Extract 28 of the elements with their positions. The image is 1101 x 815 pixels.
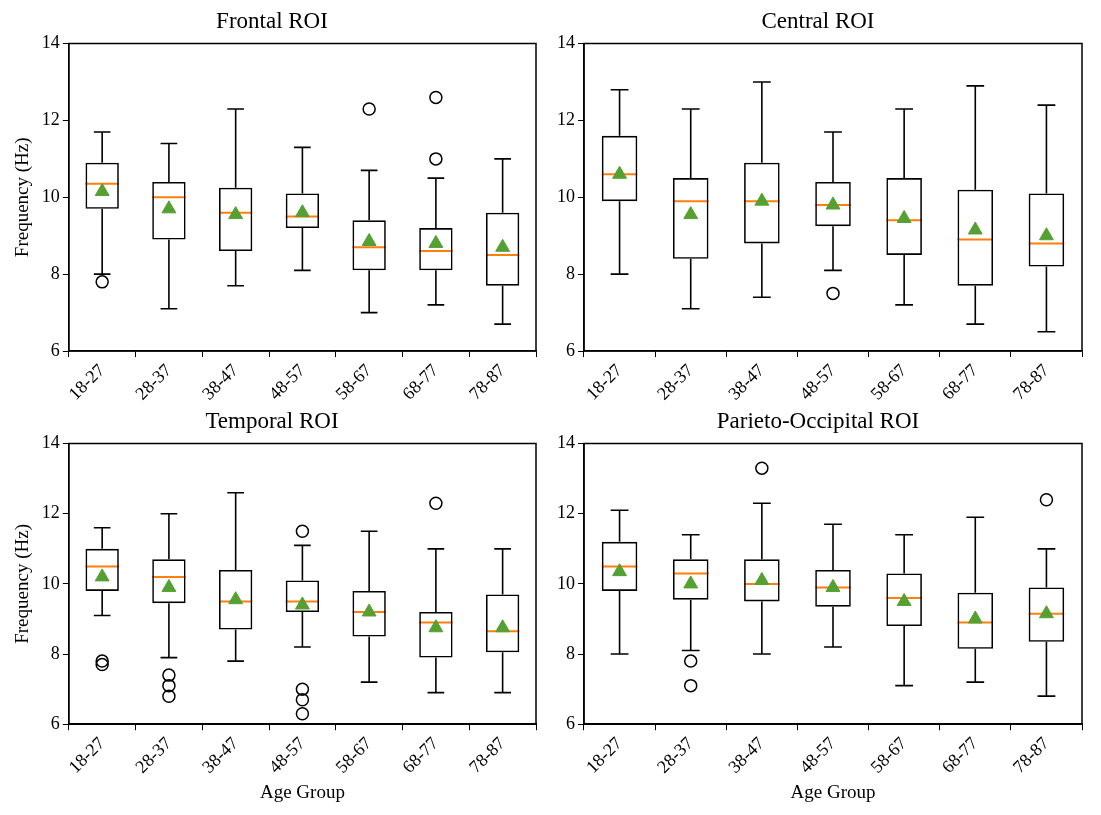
- y-tick-label: 6: [50, 339, 60, 360]
- y-tick-label: 14: [41, 432, 60, 453]
- y-tick-label: 10: [557, 572, 575, 593]
- y-axis-title: Frequency (Hz): [11, 137, 34, 258]
- y-tick-label: 12: [557, 502, 575, 523]
- y-tick-label: 10: [41, 572, 60, 593]
- chart-title: Central ROI: [761, 7, 875, 33]
- y-tick-label: 12: [41, 502, 60, 523]
- y-tick-label: 8: [566, 642, 575, 663]
- y-tick-label: 8: [50, 262, 60, 283]
- chart-title: Temporal ROI: [205, 407, 339, 433]
- y-tick-label: 6: [566, 712, 575, 733]
- y-tick-label: 14: [557, 32, 575, 53]
- chart-title: Frontal ROI: [216, 7, 328, 33]
- x-axis-title: Age Group: [259, 780, 345, 802]
- y-tick-label: 8: [50, 642, 60, 663]
- y-tick-label: 10: [41, 186, 60, 207]
- y-tick-label: 10: [557, 186, 575, 207]
- y-tick-label: 14: [557, 432, 575, 453]
- y-tick-label: 8: [566, 262, 575, 283]
- y-tick-label: 12: [41, 109, 60, 130]
- chart-title: Parieto-Occipital ROI: [716, 407, 920, 433]
- y-tick-label: 6: [50, 712, 60, 733]
- y-axis-title: Frequency (Hz): [11, 524, 34, 644]
- y-tick-label: 12: [557, 109, 575, 130]
- y-tick-label: 14: [41, 32, 60, 53]
- x-axis-title: Age Group: [790, 780, 876, 802]
- y-tick-label: 6: [566, 339, 575, 360]
